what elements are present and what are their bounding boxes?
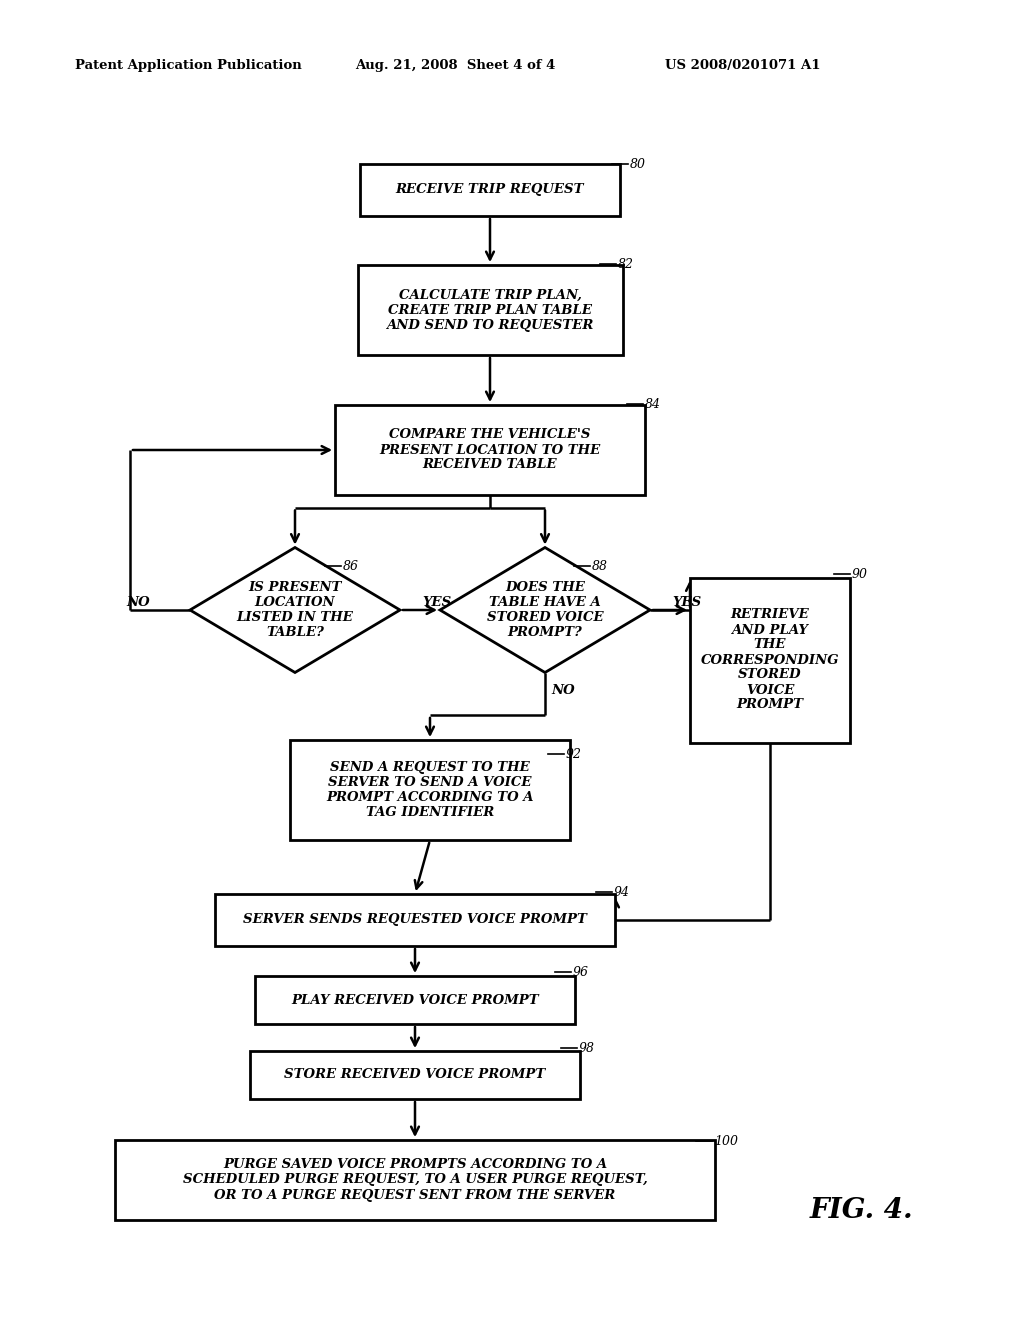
Text: NO: NO: [551, 685, 574, 697]
Polygon shape: [440, 548, 650, 672]
Text: STORE RECEIVED VOICE PROMPT: STORE RECEIVED VOICE PROMPT: [285, 1068, 546, 1081]
FancyBboxPatch shape: [115, 1140, 715, 1220]
Text: 80: 80: [630, 158, 646, 172]
Text: SEND A REQUEST TO THE
SERVER TO SEND A VOICE
PROMPT ACCORDING TO A
TAG IDENTIFIE: SEND A REQUEST TO THE SERVER TO SEND A V…: [327, 762, 534, 818]
Text: FIG. 4.: FIG. 4.: [810, 1196, 913, 1224]
Text: Aug. 21, 2008  Sheet 4 of 4: Aug. 21, 2008 Sheet 4 of 4: [355, 58, 555, 71]
Text: Patent Application Publication: Patent Application Publication: [75, 58, 302, 71]
Text: 94: 94: [614, 886, 630, 899]
FancyBboxPatch shape: [335, 405, 645, 495]
Text: 86: 86: [343, 560, 359, 573]
FancyBboxPatch shape: [250, 1051, 580, 1100]
Text: PLAY RECEIVED VOICE PROMPT: PLAY RECEIVED VOICE PROMPT: [291, 994, 539, 1006]
FancyBboxPatch shape: [690, 578, 850, 742]
FancyBboxPatch shape: [215, 894, 615, 946]
Text: US 2008/0201071 A1: US 2008/0201071 A1: [665, 58, 820, 71]
FancyBboxPatch shape: [290, 741, 570, 840]
Text: IS PRESENT
LOCATION
LISTED IN THE
TABLE?: IS PRESENT LOCATION LISTED IN THE TABLE?: [237, 581, 353, 639]
Text: RECEIVE TRIP REQUEST: RECEIVE TRIP REQUEST: [395, 183, 585, 197]
Text: YES: YES: [672, 597, 701, 609]
Text: 96: 96: [573, 966, 589, 979]
Text: SERVER SENDS REQUESTED VOICE PROMPT: SERVER SENDS REQUESTED VOICE PROMPT: [243, 913, 587, 927]
Text: RETRIEVE
AND PLAY
THE
CORRESPONDING
STORED
VOICE
PROMPT: RETRIEVE AND PLAY THE CORRESPONDING STOR…: [700, 609, 840, 711]
Text: PURGE SAVED VOICE PROMPTS ACCORDING TO A
SCHEDULED PURGE REQUEST, TO A USER PURG: PURGE SAVED VOICE PROMPTS ACCORDING TO A…: [182, 1159, 647, 1201]
Text: 84: 84: [645, 399, 662, 411]
Text: 98: 98: [579, 1041, 595, 1055]
FancyBboxPatch shape: [360, 164, 620, 216]
Text: 90: 90: [852, 568, 868, 581]
Text: NO: NO: [126, 597, 150, 609]
Text: CALCULATE TRIP PLAN,
CREATE TRIP PLAN TABLE
AND SEND TO REQUESTER: CALCULATE TRIP PLAN, CREATE TRIP PLAN TA…: [386, 289, 594, 331]
Text: 88: 88: [592, 560, 608, 573]
Polygon shape: [190, 548, 400, 672]
Text: 92: 92: [566, 748, 582, 762]
Text: COMPARE THE VEHICLE'S
PRESENT LOCATION TO THE
RECEIVED TABLE: COMPARE THE VEHICLE'S PRESENT LOCATION T…: [379, 429, 601, 471]
FancyBboxPatch shape: [255, 975, 575, 1024]
Text: 82: 82: [618, 257, 634, 271]
Text: YES: YES: [422, 597, 452, 609]
Text: DOES THE
TABLE HAVE A
STORED VOICE
PROMPT?: DOES THE TABLE HAVE A STORED VOICE PROMP…: [486, 581, 603, 639]
Text: 100: 100: [714, 1135, 738, 1148]
FancyBboxPatch shape: [357, 265, 623, 355]
